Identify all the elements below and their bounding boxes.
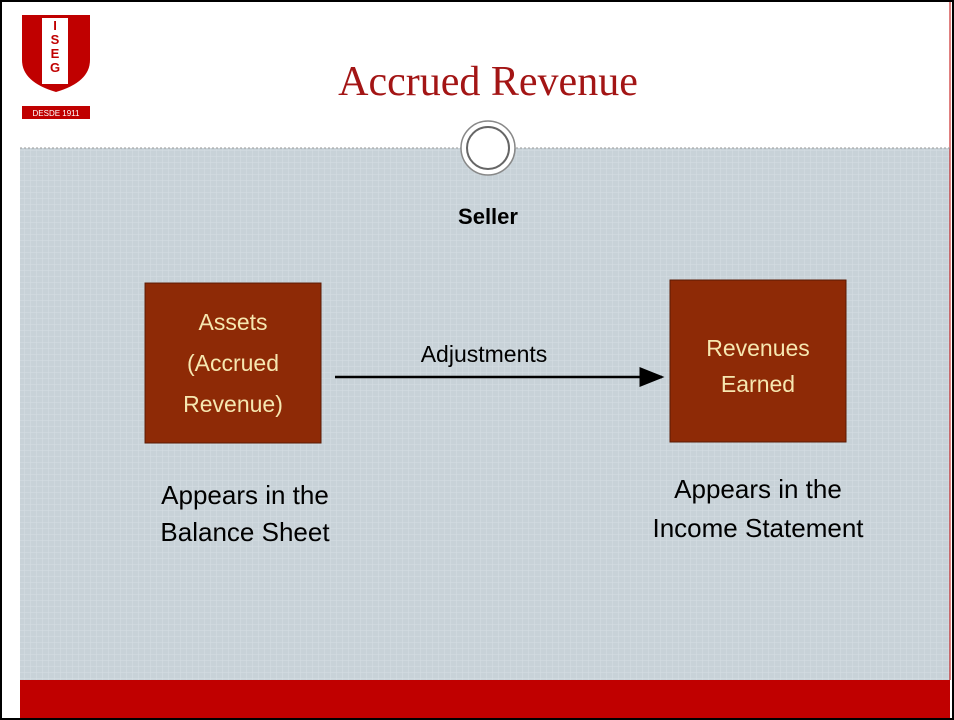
heading: Seller <box>458 204 518 229</box>
node-caption: Balance Sheet <box>160 517 330 547</box>
logo-since: DESDE 1911 <box>33 109 81 118</box>
slide-title: Accrued Revenue <box>338 59 638 105</box>
node-label: Revenue) <box>183 391 283 417</box>
node-caption: Appears in the <box>161 480 329 510</box>
node-caption: Income Statement <box>653 513 865 543</box>
node-box <box>144 282 322 444</box>
node-caption: Appears in the <box>674 474 842 504</box>
logo-letter: G <box>50 60 60 75</box>
node-box <box>669 279 847 443</box>
footer-band <box>20 680 950 718</box>
node-label: Revenues <box>706 335 810 361</box>
edge-label: Adjustments <box>421 341 548 367</box>
logo-ribbon <box>22 106 90 119</box>
logo-letter: E <box>51 46 60 61</box>
logo-letter: I <box>53 18 57 33</box>
node-label: Assets <box>198 309 267 335</box>
node-label: Earned <box>721 371 795 397</box>
logo-band <box>42 18 68 84</box>
logo-letter: S <box>51 32 60 47</box>
node-label: (Accrued <box>187 350 279 376</box>
ornament-inner <box>466 126 510 170</box>
